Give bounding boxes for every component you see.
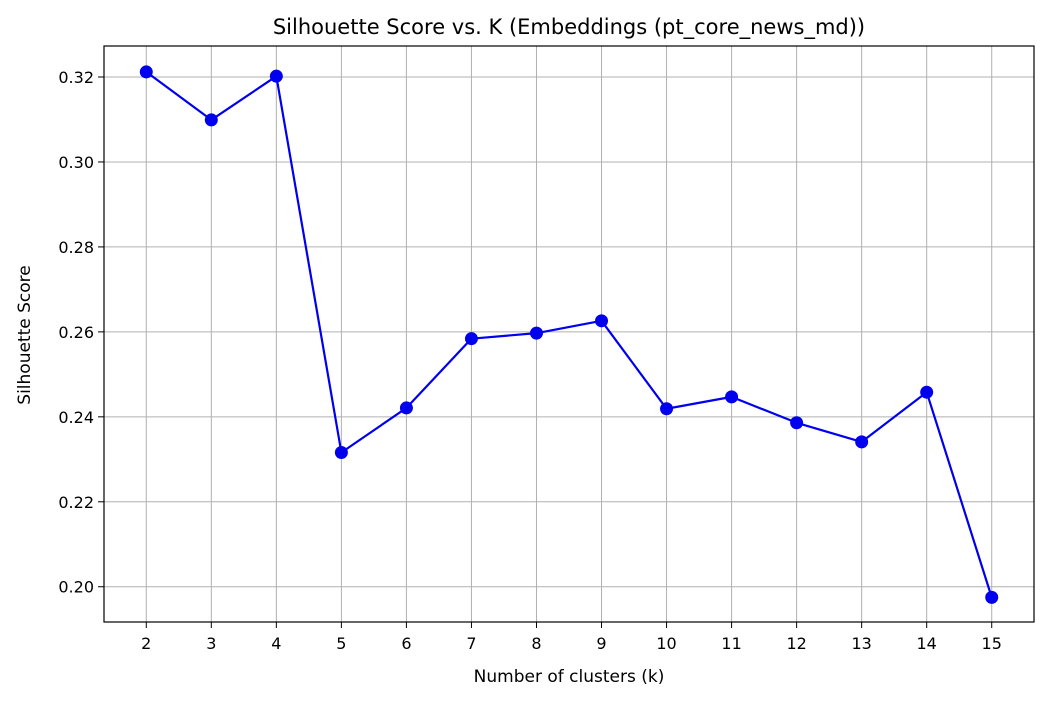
x-tick-label: 5 [336,634,346,653]
x-tick-label: 4 [271,634,281,653]
x-tick-label: 9 [596,634,606,653]
series-line [139,65,999,604]
x-tick-label: 10 [656,634,676,653]
y-tick-label: 0.20 [58,578,94,597]
plot-frame [103,45,1035,623]
data-point [139,65,153,79]
data-point [920,385,934,399]
x-axis-label: Number of clusters (k) [474,667,665,687]
y-tick-label: 0.30 [58,153,94,172]
x-tick-label: 13 [851,634,871,653]
chart-title: Silhouette Score vs. K (Embeddings (pt_c… [273,15,865,40]
y-tick-label: 0.32 [58,68,94,87]
data-point [204,113,218,127]
data-line [145,71,993,598]
data-point [595,314,609,328]
x-tick-label: 8 [531,634,541,653]
data-point [855,435,869,449]
data-point [334,446,348,460]
x-tick-label: 15 [982,634,1002,653]
data-point [660,402,674,416]
data-point [725,390,739,404]
y-tick-label: 0.26 [58,323,94,342]
y-tick-label: 0.28 [58,238,94,257]
x-tick-label: 2 [141,634,151,653]
x-tick-label: 12 [786,634,806,653]
x-tick-label: 11 [721,634,741,653]
x-tick-label: 7 [466,634,476,653]
y-axis-label: Silhouette Score [15,265,35,404]
data-point [529,326,543,340]
x-tick-label: 3 [206,634,216,653]
y-axis: 0.20 0.22 0.24 0.26 0.28 0.30 0.32 [58,68,104,597]
x-axis: 2 3 4 5 6 7 8 9 10 11 12 13 14 15 [141,622,1002,653]
x-tick-label: 14 [917,634,937,653]
data-point [985,590,999,604]
x-tick-label: 6 [401,634,411,653]
grid [104,46,1034,622]
data-point [269,69,283,83]
y-tick-label: 0.22 [58,493,94,512]
data-point [399,401,413,415]
data-point [464,332,478,346]
data-point [790,416,804,430]
y-tick-label: 0.24 [58,408,94,427]
